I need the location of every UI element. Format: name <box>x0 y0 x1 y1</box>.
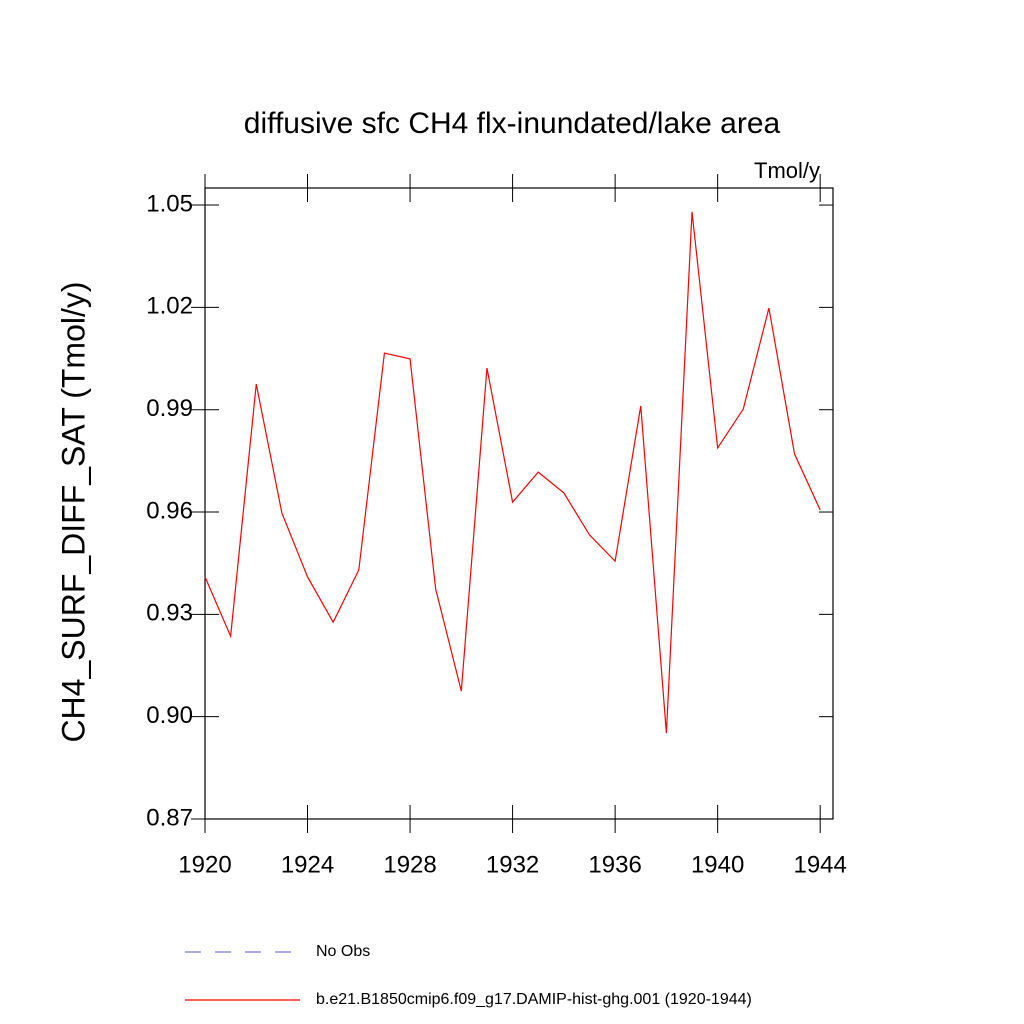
legend-label: No Obs <box>316 943 370 960</box>
y-tick-label: 0.99 <box>146 395 193 422</box>
x-tick-label: 1944 <box>793 851 846 878</box>
y-tick-label: 1.05 <box>146 190 193 217</box>
chart-title: diffusive sfc CH4 flx-inundated/lake are… <box>244 107 781 140</box>
x-tick-label: 1932 <box>486 851 539 878</box>
y-tick-label: 0.96 <box>146 497 193 524</box>
x-tick-label: 1940 <box>691 851 744 878</box>
x-tick-label: 1936 <box>588 851 641 878</box>
x-tick-label: 1920 <box>178 851 231 878</box>
y-tick-label: 0.90 <box>146 702 193 729</box>
plot-frame <box>204 187 834 820</box>
legend-label: b.e21.B1850cmip6.f09_g17.DAMIP-hist-ghg.… <box>316 991 752 1008</box>
y-tick-label: 1.02 <box>146 293 193 320</box>
chart-subtitle: Tmol/y <box>754 158 820 183</box>
x-tick-label: 1924 <box>281 851 334 878</box>
y-tick-label: 0.87 <box>146 804 193 831</box>
series-line <box>204 211 821 734</box>
x-tick-label: 1928 <box>383 851 436 878</box>
y-tick-label: 0.93 <box>146 600 193 627</box>
y-axis-label: CH4_SURF_DIFF_SAT (Tmol/y) <box>55 281 91 742</box>
